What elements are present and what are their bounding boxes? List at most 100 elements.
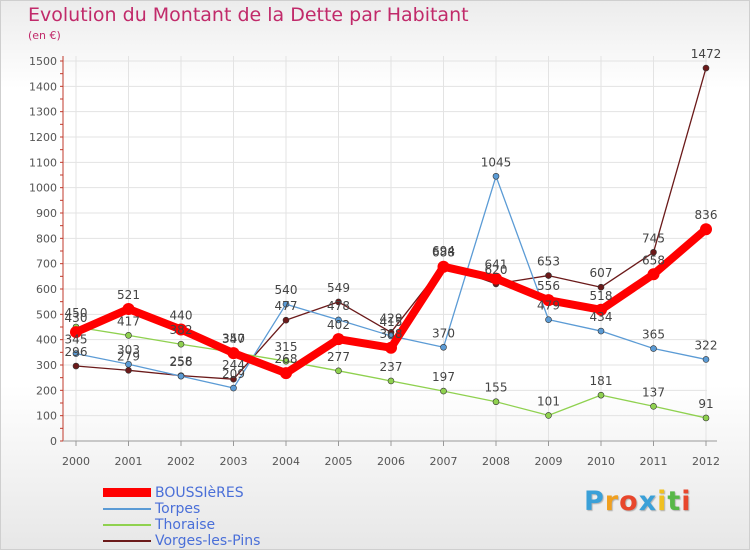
y-tick-label: 0 <box>50 435 57 448</box>
legend-label: Torpes <box>155 501 201 517</box>
logo-letter: P <box>584 486 605 517</box>
x-tick-label: 2001 <box>115 455 143 468</box>
series-point <box>280 367 292 380</box>
data-label: 620 <box>485 263 508 277</box>
data-label: 303 <box>117 343 140 357</box>
data-label: 477 <box>275 299 298 313</box>
legend-label: BOUSSIèRES <box>155 485 244 501</box>
series-point <box>492 172 500 180</box>
x-tick-label: 2000 <box>62 455 90 468</box>
data-label: 556 <box>537 279 560 293</box>
data-label: 429 <box>380 311 403 325</box>
data-label: 365 <box>642 328 665 342</box>
data-label: 417 <box>117 314 140 328</box>
data-label: 345 <box>65 333 88 347</box>
series-point <box>702 64 710 72</box>
series-point <box>647 268 660 281</box>
y-tick-label: 300 <box>36 359 57 372</box>
data-label: 521 <box>117 288 140 302</box>
series-point <box>440 343 447 351</box>
y-tick-label: 900 <box>36 207 57 220</box>
data-label: 370 <box>432 326 455 340</box>
logo-letter: r <box>604 486 620 517</box>
series-point <box>597 327 605 335</box>
x-tick-label: 2010 <box>587 455 615 468</box>
axis-layer: 0 100 200 300 400 500 600 700 800 900 1000 1100 1200… <box>29 55 720 468</box>
data-label: 268 <box>275 352 298 366</box>
data-label: 540 <box>275 283 298 297</box>
data-label: 430 <box>65 311 88 325</box>
series-point <box>227 347 240 360</box>
x-tick-label: 2006 <box>377 455 405 468</box>
x-tick-label: 2008 <box>482 455 510 468</box>
series-point <box>437 260 450 273</box>
y-tick-label: 1200 <box>29 131 57 144</box>
data-label: 101 <box>537 394 560 408</box>
data-label: 322 <box>695 338 718 352</box>
series-point <box>650 345 657 352</box>
logo-letter: x <box>638 486 658 517</box>
legend-swatch <box>103 524 151 526</box>
series-point <box>125 367 132 374</box>
x-tick-label: 2005 <box>325 455 353 468</box>
data-label: 347 <box>222 332 245 346</box>
series-point <box>650 248 657 256</box>
data-label: 402 <box>327 318 350 332</box>
legend-label: Thoraise <box>155 517 216 533</box>
data-label: 688 <box>432 246 455 260</box>
series-point <box>177 372 185 380</box>
series-point <box>230 384 237 392</box>
y-tick-label: 800 <box>36 232 57 245</box>
data-label: 478 <box>327 299 350 313</box>
legend-swatch <box>103 508 151 510</box>
series-layer <box>70 64 712 422</box>
data-label: 296 <box>65 345 88 359</box>
data-label: 641 <box>485 258 508 272</box>
data-label: 607 <box>590 266 613 280</box>
data-label: 450 <box>65 306 88 320</box>
series-point <box>440 387 447 395</box>
data-label: 350 <box>222 331 245 345</box>
y-tick-label: 100 <box>36 410 57 423</box>
y-tick-label: 500 <box>36 308 57 321</box>
series-point <box>125 360 132 368</box>
data-label: 368 <box>380 327 403 341</box>
chart-title: Evolution du Montant de la Dette par Hab… <box>28 4 469 26</box>
data-label: 91 <box>698 397 713 411</box>
series-point <box>595 303 607 316</box>
y-tick-label: 1100 <box>29 156 57 169</box>
data-label: 415 <box>380 315 403 329</box>
data-label: 256 <box>170 355 193 369</box>
series-point <box>125 332 132 339</box>
series-point <box>175 323 187 336</box>
y-tick-label: 1500 <box>29 55 57 68</box>
series-point <box>542 294 555 307</box>
data-label: 197 <box>432 370 455 384</box>
y-tick-label: 1000 <box>29 182 57 195</box>
x-tick-label: 2003 <box>220 455 248 468</box>
data-label: 315 <box>275 340 298 354</box>
series-point <box>545 316 552 323</box>
series-point <box>70 326 82 339</box>
data-label: 209 <box>222 367 245 381</box>
x-tick-label: 2007 <box>430 455 458 468</box>
legend-swatch <box>103 540 151 542</box>
series-point <box>545 272 552 279</box>
y-tick-label: 600 <box>36 283 57 296</box>
data-label: 277 <box>327 350 350 364</box>
x-tick-label: 2004 <box>272 455 300 468</box>
y-tick-label: 700 <box>36 258 57 271</box>
series-point <box>72 350 80 357</box>
series-point <box>490 272 502 285</box>
data-label: 549 <box>327 281 350 295</box>
series-point <box>702 356 710 363</box>
logo-letter: i <box>657 486 668 517</box>
data-label: 440 <box>170 309 193 323</box>
x-tick-label: 2012 <box>692 455 720 468</box>
data-label: 237 <box>380 360 403 374</box>
data-label: 694 <box>432 244 455 258</box>
data-label: 382 <box>170 323 193 337</box>
series-point <box>545 412 552 419</box>
